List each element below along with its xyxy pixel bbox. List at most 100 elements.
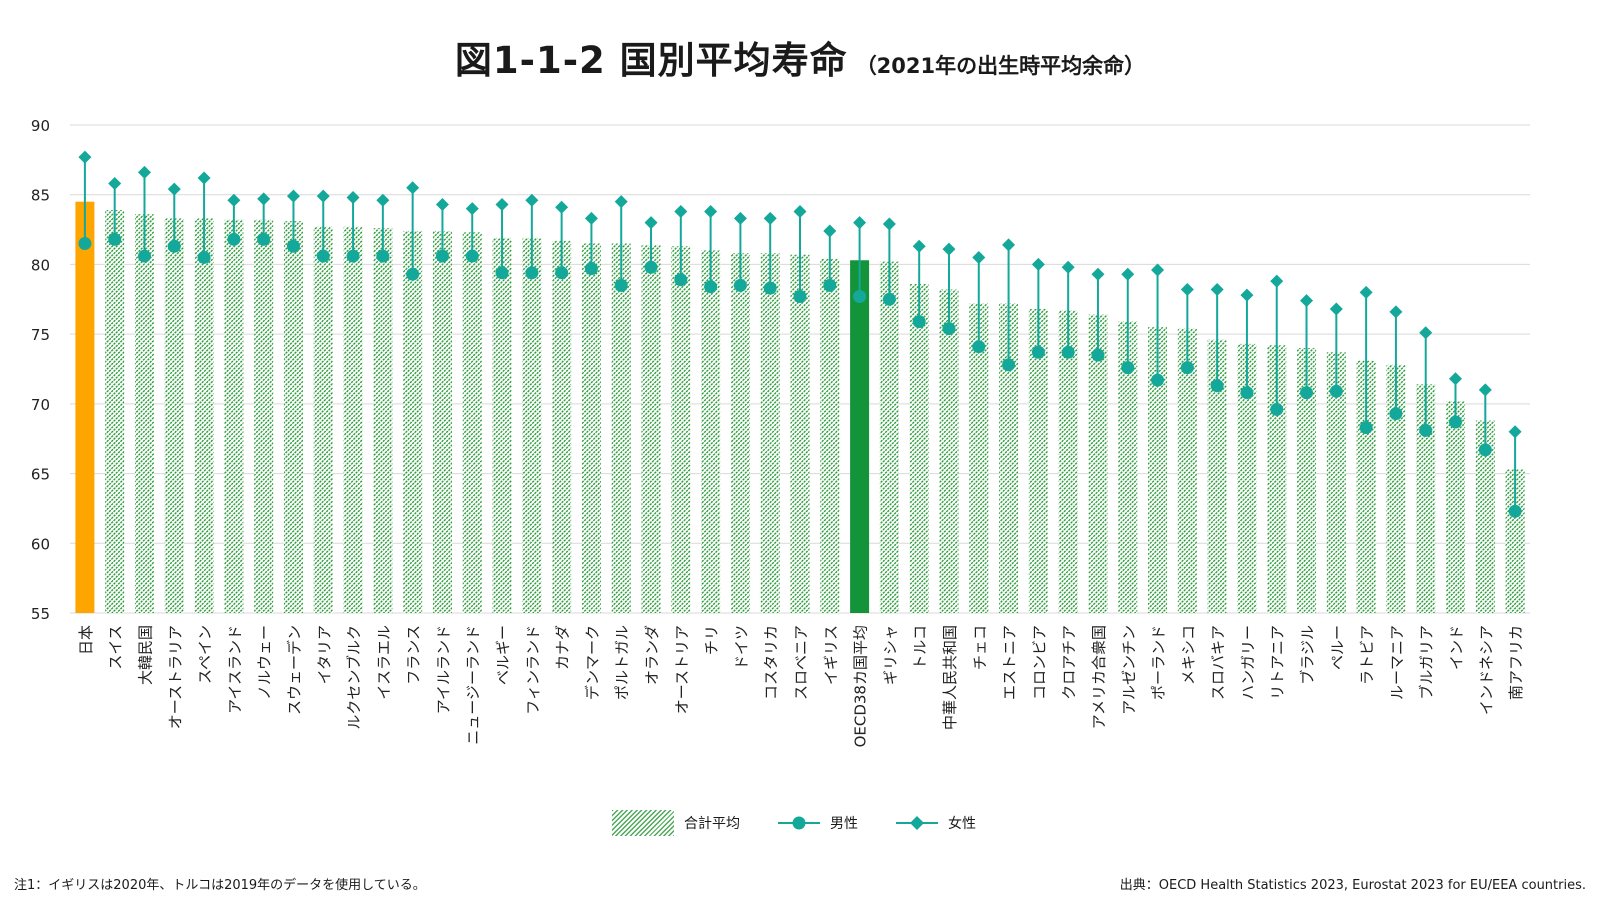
bar-total	[850, 260, 870, 613]
y-axis-ticks: 55 60 65 70 75 80 85 90	[31, 117, 50, 623]
marker-male	[346, 249, 360, 263]
marker-male	[704, 280, 718, 294]
marker-female	[1121, 267, 1135, 281]
x-tick-label: コロンビア	[1030, 625, 1048, 700]
x-tick-label: イスラエル	[375, 625, 393, 700]
x-tick-label: カナダ	[554, 625, 572, 670]
marker-male	[1151, 373, 1165, 387]
bar-total	[909, 283, 929, 613]
marker-female	[1329, 302, 1343, 316]
marker-male	[584, 262, 598, 276]
chart-legend: 合計平均 男性 女性	[612, 810, 1012, 836]
x-tick-label: ブルガリア	[1418, 625, 1436, 700]
marker-female	[346, 191, 360, 205]
bar-total	[343, 226, 363, 614]
bar-total	[75, 201, 95, 613]
marker-male	[853, 289, 867, 303]
marker-female	[1478, 383, 1492, 397]
bar-total	[254, 219, 274, 613]
x-tick-label: スロベニア	[792, 625, 810, 700]
x-tick-label: エストニア	[1001, 625, 1019, 700]
x-tick-label: インド	[1448, 625, 1466, 670]
bar-total	[1386, 364, 1406, 613]
marker-female	[406, 181, 420, 195]
chart-title-sub: （2021年の出生時平均余命）	[855, 54, 1146, 78]
footer-note: 注1：イギリスは2020年、トルコは2019年のデータを使用している。	[14, 878, 426, 893]
y-tick-label: 70	[31, 396, 50, 414]
x-tick-label: ニュージーランド	[464, 625, 482, 745]
y-tick-label: 80	[31, 256, 50, 274]
x-tick-label: ルーマニア	[1388, 625, 1406, 700]
marker-male	[912, 315, 926, 329]
x-tick-label: チェコ	[971, 625, 989, 670]
bar-total	[790, 254, 810, 613]
bar-total	[999, 303, 1019, 613]
x-tick-label: デンマーク	[583, 625, 601, 700]
marker-female	[942, 242, 956, 256]
marker-female	[555, 200, 569, 214]
x-tick-label: チリ	[703, 625, 721, 655]
x-tick-label: コスタリカ	[762, 625, 780, 700]
bar-total	[134, 214, 154, 613]
x-tick-label: スイス	[107, 625, 125, 670]
x-tick-label: フランス	[405, 625, 423, 685]
marker-male	[1240, 386, 1254, 400]
marker-male	[1478, 443, 1492, 457]
marker-female	[1389, 305, 1403, 319]
footer-source: 出典：OECD Health Statistics 2023, Eurostat…	[1119, 878, 1586, 893]
marker-female	[1300, 294, 1314, 308]
chart-title-main: 図1-1-2 国別平均寿命	[454, 39, 848, 82]
x-tick-label: 日本	[77, 625, 95, 655]
marker-male	[227, 232, 241, 246]
legend-item-female: 女性	[894, 813, 976, 833]
marker-female	[1151, 263, 1165, 277]
bar-total	[1118, 321, 1138, 613]
x-axis-labels: 日本 スイス 大韓民国 オーストラリア スペイン アイスランド ノルウェー スウェーデン イタリ…	[77, 625, 1525, 747]
x-tick-label: ギリシャ	[881, 625, 899, 685]
bar-total	[820, 258, 840, 613]
x-tick-label: 中華人民共和国	[941, 625, 959, 730]
x-tick-label: イギリス	[822, 625, 840, 685]
marker-female	[674, 204, 688, 218]
marker-male	[465, 249, 479, 263]
marker-female	[1002, 238, 1016, 252]
bars	[75, 201, 1525, 614]
x-tick-label: ハンガリー	[1239, 625, 1257, 700]
marker-female	[376, 193, 390, 207]
marker-female	[614, 195, 628, 209]
bar-total	[105, 210, 125, 613]
bar-total	[1326, 352, 1346, 613]
marker-male	[942, 322, 956, 336]
bar-total	[730, 253, 750, 613]
x-tick-label: アメリカ合衆国	[1090, 625, 1108, 729]
marker-male	[435, 249, 449, 263]
y-tick-label: 85	[31, 187, 50, 205]
bar-total	[701, 250, 721, 613]
marker-female	[78, 150, 92, 164]
x-tick-label: フィンランド	[524, 625, 542, 715]
x-tick-label: アイルランド	[434, 625, 452, 714]
x-tick-label: オーストリア	[673, 625, 691, 714]
bar-total	[313, 226, 333, 614]
marker-male	[1121, 361, 1135, 375]
marker-female	[1210, 283, 1224, 297]
marker-female	[495, 197, 509, 211]
marker-female	[763, 211, 777, 225]
marker-male	[1359, 421, 1373, 435]
bar-total	[969, 303, 989, 613]
marker-male	[614, 278, 628, 292]
marker-female	[316, 189, 330, 203]
bar-total	[641, 244, 661, 613]
bar-total	[1416, 384, 1436, 613]
x-tick-label: メキシコ	[1179, 625, 1197, 685]
marker-female	[286, 189, 300, 203]
bar-total	[194, 218, 214, 613]
marker-female	[912, 239, 926, 253]
marker-female	[465, 202, 479, 216]
marker-male	[733, 278, 747, 292]
marker-female	[1061, 260, 1075, 274]
marker-male	[137, 249, 151, 263]
marker-female	[644, 216, 658, 230]
marker-male	[793, 289, 807, 303]
marker-male	[882, 292, 896, 306]
